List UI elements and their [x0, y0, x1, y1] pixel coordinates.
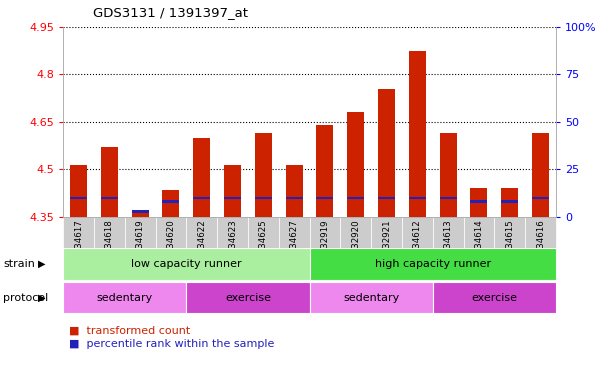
- Bar: [501, 200, 518, 203]
- Bar: [440, 133, 457, 217]
- Bar: [409, 197, 426, 199]
- Bar: [501, 189, 518, 217]
- Text: ■  percentile rank within the sample: ■ percentile rank within the sample: [69, 339, 275, 349]
- Text: sedentary: sedentary: [343, 293, 399, 303]
- Bar: [194, 138, 210, 217]
- Bar: [224, 165, 241, 217]
- Bar: [186, 282, 310, 313]
- Bar: [317, 197, 334, 199]
- Bar: [255, 197, 272, 199]
- Bar: [255, 133, 272, 217]
- Bar: [70, 165, 87, 217]
- Bar: [224, 197, 241, 199]
- Bar: [532, 133, 549, 217]
- Bar: [63, 248, 310, 280]
- Bar: [378, 89, 395, 217]
- Bar: [70, 197, 87, 199]
- Text: ▶: ▶: [38, 259, 45, 269]
- Bar: [440, 197, 457, 199]
- Text: low capacity runner: low capacity runner: [131, 259, 242, 269]
- Bar: [347, 113, 364, 217]
- Bar: [433, 282, 556, 313]
- Text: exercise: exercise: [225, 293, 271, 303]
- Bar: [194, 197, 210, 199]
- Text: ■  transformed count: ■ transformed count: [69, 326, 191, 336]
- Bar: [285, 165, 302, 217]
- Bar: [310, 282, 433, 313]
- Bar: [101, 147, 118, 217]
- Bar: [409, 51, 426, 217]
- Bar: [317, 125, 334, 217]
- Text: high capacity runner: high capacity runner: [374, 259, 491, 269]
- Bar: [162, 190, 179, 217]
- Bar: [347, 197, 364, 199]
- Text: protocol: protocol: [3, 293, 48, 303]
- Bar: [532, 197, 549, 199]
- Text: ▶: ▶: [38, 293, 45, 303]
- Text: strain: strain: [3, 259, 35, 269]
- Bar: [471, 189, 487, 217]
- Bar: [310, 248, 556, 280]
- Bar: [63, 282, 186, 313]
- Bar: [471, 200, 487, 203]
- Bar: [132, 212, 148, 217]
- Bar: [162, 200, 179, 203]
- Bar: [132, 210, 148, 212]
- Bar: [101, 197, 118, 199]
- Text: GDS3131 / 1391397_at: GDS3131 / 1391397_at: [93, 6, 248, 19]
- Bar: [285, 197, 302, 199]
- Text: sedentary: sedentary: [97, 293, 153, 303]
- Bar: [378, 197, 395, 199]
- Text: exercise: exercise: [471, 293, 517, 303]
